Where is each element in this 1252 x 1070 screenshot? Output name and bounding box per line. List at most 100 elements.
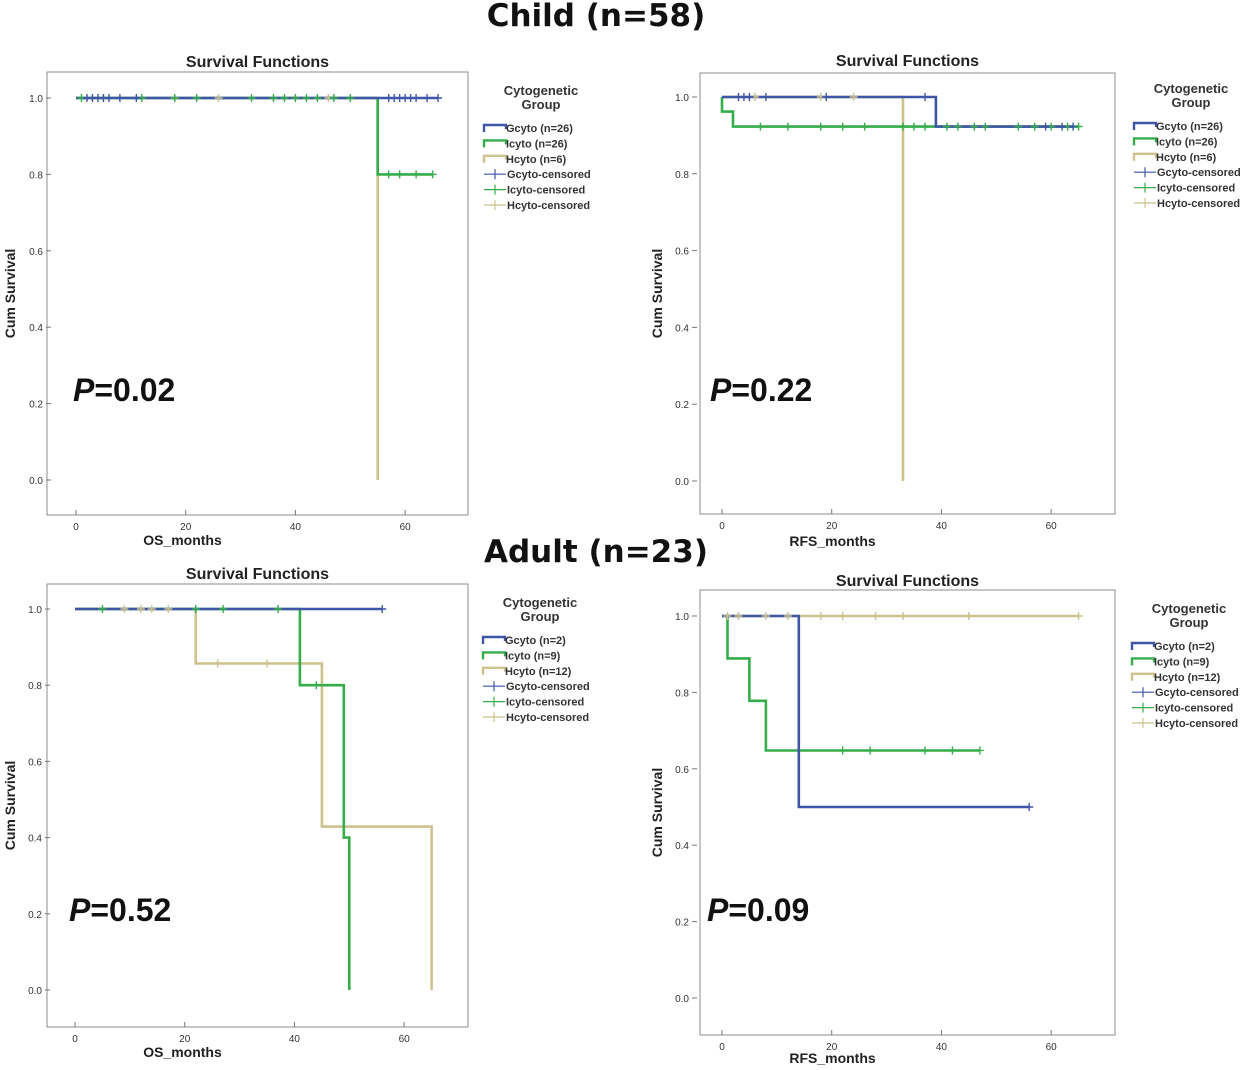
legend-entry-label: Gcyto (n=2) xyxy=(505,635,566,647)
series-line-icyto xyxy=(75,607,351,990)
p-value-label: P=0.52 xyxy=(69,892,171,928)
censored-mark-icyto xyxy=(273,605,282,613)
legend-title: Cytogenetic xyxy=(1152,601,1226,616)
x-tick-label: 60 xyxy=(1046,521,1058,532)
legend-entry-label: Hcyto-censored xyxy=(1157,198,1240,210)
censored-mark-icyto xyxy=(302,94,311,102)
censored-mark-gcyto xyxy=(920,93,929,101)
y-tick-label: 0.4 xyxy=(675,841,689,852)
y-tick-label: 0.8 xyxy=(28,681,42,692)
series-line-hcyto xyxy=(75,607,433,990)
legend-entry-label: Hcyto-censored xyxy=(507,200,590,212)
legend-entry-label: Hcyto-censored xyxy=(506,712,589,724)
legend-title: Group xyxy=(522,97,561,112)
censored-mark-icyto xyxy=(910,122,918,131)
legend-swatch-gcyto xyxy=(481,635,507,644)
y-axis-label: Cum Survival xyxy=(649,249,665,338)
x-tick-label: 60 xyxy=(400,522,412,533)
legend-entry-label: Hcyto (n=12) xyxy=(1154,672,1221,684)
adult-rfs-chart: Survival Functions 0.0 0.2 0.4 0.6 0.8 1.0 0 20 4… xyxy=(649,573,1239,1066)
y-tick-label: 0.2 xyxy=(28,910,42,921)
child-rfs-chart: Survival Functions 0.0 0.2 0.4 0.6 0.8 1.0 0 20 4… xyxy=(649,53,1241,549)
series-line-icyto xyxy=(722,614,980,752)
y-tick-label: 0.0 xyxy=(675,994,689,1005)
chart-title: Survival Functions xyxy=(186,54,329,71)
legend-title: Group xyxy=(521,609,560,624)
censored-mark-icyto xyxy=(756,122,765,131)
censored-mark-gcyto xyxy=(1058,122,1067,131)
plot-frame xyxy=(46,583,469,1028)
censored-mark-icyto xyxy=(942,122,951,131)
legend-entry-label: Gcyto (n=26) xyxy=(506,123,573,135)
y-tick-label: 0.6 xyxy=(675,765,689,776)
censored-mark-gcyto xyxy=(378,605,387,613)
censored-mark-icyto xyxy=(329,94,338,102)
censored-mark-icyto xyxy=(899,122,908,131)
y-tick-label: 0.2 xyxy=(675,918,689,929)
legend-censor-swatch-gcyto xyxy=(483,681,505,692)
censored-mark-hcyto xyxy=(120,605,129,613)
censored-mark-icyto xyxy=(838,746,847,755)
x-tick-label: 40 xyxy=(936,521,948,532)
legend-entry-label: Icyto-censored xyxy=(1157,183,1235,195)
x-axis-label: RFS_months xyxy=(789,533,876,549)
chart-title: Survival Functions xyxy=(836,53,979,70)
legend-censor-swatch-hcyto xyxy=(484,200,506,210)
x-tick-label: 0 xyxy=(719,521,725,532)
censored-mark-hcyto xyxy=(816,612,825,620)
legend-title: Cytogenetic xyxy=(504,83,578,98)
plot-frame xyxy=(699,589,1116,1036)
censored-mark-icyto xyxy=(313,94,322,102)
censored-mark-gcyto xyxy=(745,93,754,101)
censored-mark-gcyto xyxy=(822,93,831,101)
censored-mark-icyto xyxy=(191,605,200,613)
y-axis-label: Cum Survival xyxy=(649,768,665,857)
censored-mark-icyto xyxy=(280,94,289,102)
y-tick-label: 1.0 xyxy=(29,94,43,105)
legend-entry-label: Icyto-censored xyxy=(507,185,585,197)
censored-mark-gcyto xyxy=(412,94,421,102)
adult-os-chart: Survival Functions 0.0 0.2 0.4 0.6 0.8 1.0 0 20 4… xyxy=(2,566,590,1060)
series-line-hcyto xyxy=(722,95,905,481)
censored-mark-hcyto xyxy=(838,612,847,620)
x-axis-label: OS_months xyxy=(143,1044,222,1060)
censored-mark-hcyto xyxy=(761,612,770,620)
y-tick-label: 0.8 xyxy=(675,688,689,699)
x-tick-label: 40 xyxy=(289,1034,301,1045)
adult-section-title: Adult (n=23) xyxy=(483,534,708,570)
legend-entry-label: Icyto-censored xyxy=(1155,703,1233,715)
legend-swatch-icyto xyxy=(1130,657,1156,666)
legend-entry-label: Gcyto-censored xyxy=(507,169,591,181)
legend-swatch-icyto xyxy=(482,139,508,148)
y-tick-label: 0.6 xyxy=(675,247,689,258)
censored-mark-icyto xyxy=(247,94,256,102)
x-tick-label: 0 xyxy=(73,522,79,533)
censored-mark-hcyto xyxy=(147,605,156,613)
legend-swatch-hcyto xyxy=(482,154,508,163)
y-tick-label: 0.2 xyxy=(675,400,689,411)
censored-mark-icyto xyxy=(1030,122,1039,131)
series-line-gcyto xyxy=(722,614,1030,809)
censored-mark-hcyto xyxy=(1074,612,1083,620)
child-os-chart: Survival Functions 0.0 0.2 0.4 0.6 0.8 1.0 0 20 4… xyxy=(2,54,591,548)
censored-mark-gcyto xyxy=(761,93,770,101)
censored-mark-hcyto xyxy=(899,612,908,620)
censored-mark-hcyto xyxy=(849,93,858,101)
plot-frame xyxy=(46,71,469,516)
y-tick-label: 1.0 xyxy=(675,93,689,104)
legend-swatch-gcyto xyxy=(482,123,508,132)
censored-mark-gcyto xyxy=(423,94,432,102)
censored-mark-icyto xyxy=(269,94,278,102)
censored-mark-icyto xyxy=(948,746,957,755)
y-tick-label: 0.0 xyxy=(675,477,689,488)
legend-censor-swatch-gcyto xyxy=(484,169,506,180)
legend-entry-label: Hcyto (n=6) xyxy=(1156,152,1217,164)
censored-mark-icyto xyxy=(192,94,201,102)
legend-title: Group xyxy=(1170,615,1209,630)
legend-swatch-hcyto xyxy=(481,666,507,675)
x-tick-label: 60 xyxy=(399,1034,411,1045)
